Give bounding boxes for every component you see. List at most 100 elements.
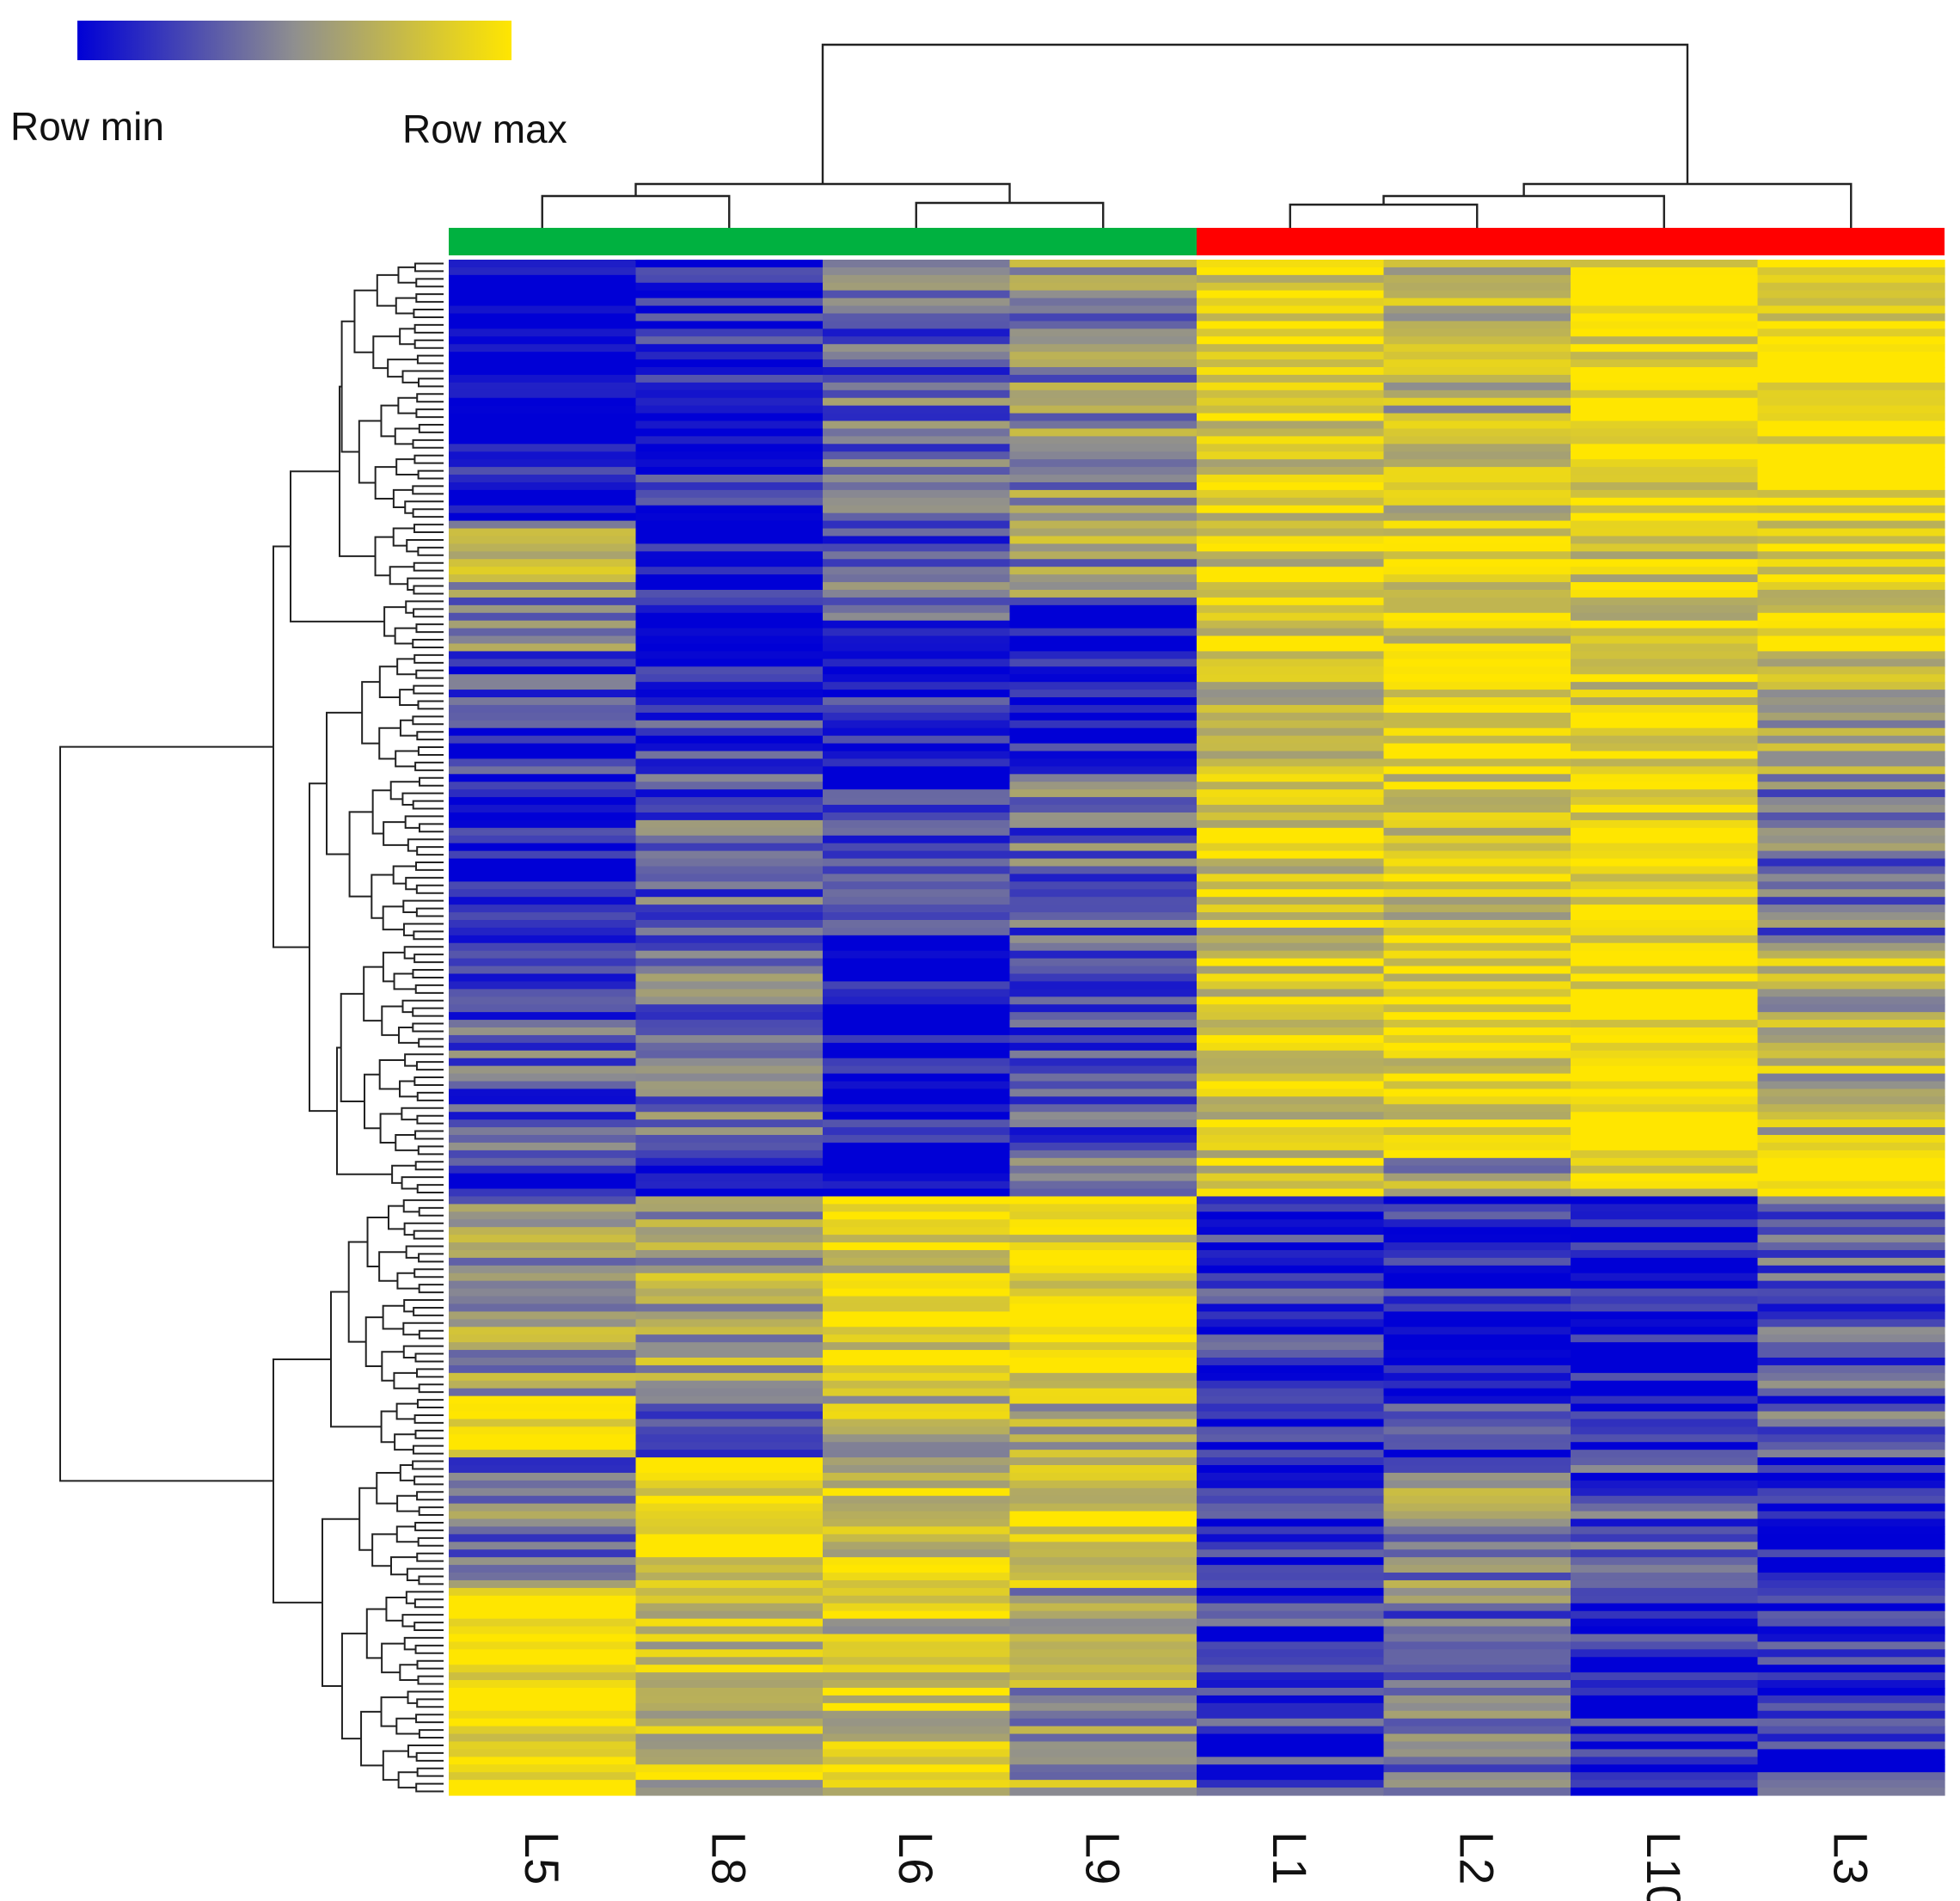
heatmap-cell	[449, 674, 637, 683]
heatmap-cell	[449, 1034, 637, 1044]
heatmap-cell	[1757, 819, 1945, 829]
heatmap-cell	[1197, 758, 1385, 767]
heatmap-cell	[1197, 690, 1385, 698]
heatmap-cell	[635, 1364, 824, 1374]
row-dendrogram-link	[378, 727, 401, 760]
column-labels: L5 L8 L6 L9 L1 L2 L10 L3	[515, 1831, 1878, 1901]
heatmap-cell	[1383, 897, 1571, 905]
heatmap-cell	[1197, 459, 1385, 468]
heatmap-cell	[1571, 1364, 1759, 1374]
heatmap-cell	[1757, 1618, 1945, 1628]
heatmap-cell	[1197, 743, 1385, 752]
heatmap-cell	[823, 1004, 1011, 1013]
heatmap-cell	[1009, 1757, 1197, 1765]
row-dendrogram-link	[413, 323, 444, 334]
heatmap-cell	[1197, 359, 1385, 368]
heatmap-cell	[1009, 1726, 1197, 1735]
heatmap-cell	[449, 973, 637, 983]
heatmap-cell	[1197, 567, 1385, 575]
heatmap-cell	[449, 1119, 637, 1128]
heatmap-cell	[823, 897, 1011, 905]
heatmap-cell	[449, 766, 637, 775]
heatmap-cell	[823, 1772, 1011, 1781]
heatmap-cell	[449, 481, 637, 491]
heatmap-cell	[1197, 1565, 1385, 1573]
heatmap-cell	[1009, 674, 1197, 683]
heatmap-cell	[823, 858, 1011, 868]
heatmap-cell	[635, 413, 824, 422]
heatmap-cell	[1757, 505, 1945, 514]
heatmap-cell	[1757, 1104, 1945, 1113]
heatmap-cell	[1197, 682, 1385, 690]
heatmap-cell	[1571, 536, 1759, 545]
heatmap-cell	[1009, 1188, 1197, 1198]
heatmap-cell	[635, 1649, 824, 1658]
heatmap-cell	[823, 1272, 1011, 1282]
heatmap-cell	[823, 1626, 1011, 1635]
heatmap-cell	[1571, 758, 1759, 767]
heatmap-cell	[1197, 305, 1385, 315]
heatmap-cell	[1383, 1487, 1571, 1497]
heatmap-cell	[1571, 1265, 1759, 1274]
row-dendrogram-link	[413, 608, 444, 618]
heatmap-cell	[1197, 1073, 1385, 1082]
heatmap-cell	[1383, 835, 1571, 844]
heatmap-cell	[1383, 1280, 1571, 1290]
row-dendrogram-link	[395, 750, 419, 768]
heatmap-cell	[1757, 1495, 1945, 1505]
heatmap-cell	[635, 1511, 824, 1520]
heatmap-cell	[1009, 1573, 1197, 1581]
heatmap-cell	[635, 520, 824, 530]
heatmap-cell	[1009, 1112, 1197, 1120]
heatmap-cell	[1757, 1112, 1945, 1120]
row-dendrogram-link	[397, 1027, 420, 1044]
heatmap-cell	[1009, 989, 1197, 997]
heatmap-cell	[1571, 1511, 1759, 1520]
heatmap-cell	[449, 889, 637, 898]
heatmap-cell	[1197, 1319, 1385, 1328]
heatmap-cell	[1197, 712, 1385, 721]
heatmap-cell	[823, 459, 1011, 468]
heatmap-cell	[1197, 1119, 1385, 1128]
heatmap-cell	[635, 1480, 824, 1489]
heatmap-cell	[1383, 551, 1571, 560]
heatmap-cell	[1383, 336, 1571, 345]
heatmap-cell	[1383, 950, 1571, 960]
heatmap-cell	[1571, 489, 1759, 499]
heatmap-cell	[635, 1726, 824, 1735]
heatmap-cell	[1383, 1733, 1571, 1743]
heatmap-cell	[1757, 1372, 1945, 1382]
heatmap-cell	[449, 666, 637, 675]
heatmap-cell	[1197, 674, 1385, 683]
heatmap-cell	[1009, 1081, 1197, 1090]
row-dendrogram-link	[413, 524, 444, 534]
heatmap-cell	[635, 973, 824, 983]
heatmap-cell	[1009, 574, 1197, 583]
heatmap-cell	[1383, 735, 1571, 745]
heatmap-cell	[1757, 659, 1945, 667]
heatmap-cell	[449, 996, 637, 1005]
heatmap-cell	[1197, 1733, 1385, 1743]
heatmap-cell	[1571, 1695, 1759, 1704]
heatmap-cell	[449, 858, 637, 868]
row-dendrogram-link	[413, 1230, 444, 1240]
heatmap-cell	[1197, 1081, 1385, 1090]
heatmap-cell	[1383, 1472, 1571, 1481]
heatmap-cell	[1009, 1065, 1197, 1075]
heatmap-cell	[1757, 1042, 1945, 1052]
row-dendrogram-link	[394, 427, 420, 445]
heatmap-cell	[823, 1710, 1011, 1720]
heatmap-cell	[823, 996, 1011, 1005]
heatmap-cell	[823, 260, 1011, 268]
heatmap-cell	[1383, 1034, 1571, 1044]
heatmap-cell	[1571, 336, 1759, 345]
heatmap-cell	[823, 589, 1011, 598]
heatmap-cell	[1383, 444, 1571, 452]
heatmap-cell	[1757, 1319, 1945, 1328]
heatmap-cell	[1009, 682, 1197, 690]
heatmap-cell	[1009, 397, 1197, 407]
heatmap-cell	[1009, 751, 1197, 760]
heatmap-cell	[1383, 1595, 1571, 1604]
row-dendrogram-link	[403, 1222, 444, 1236]
heatmap-cell	[449, 835, 637, 844]
